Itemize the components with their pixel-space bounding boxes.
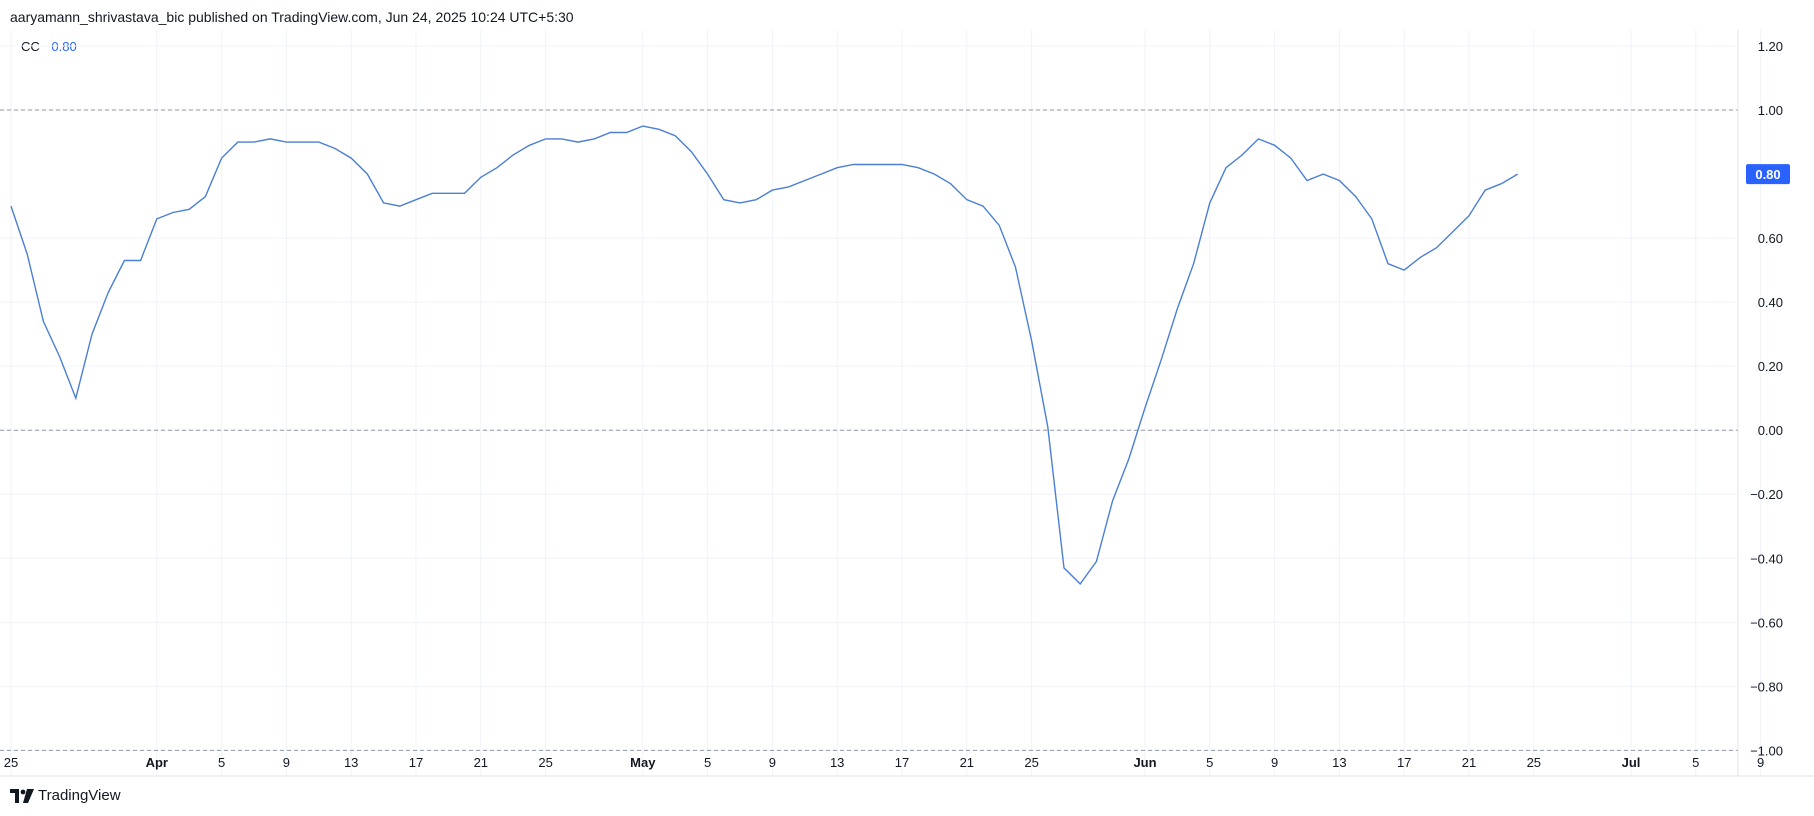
y-tick-label: 1.00 bbox=[1758, 103, 1783, 118]
series-layer bbox=[10, 125, 1518, 585]
last-value-badge-bg bbox=[1746, 164, 1790, 185]
price-axis[interactable]: 1.20 1.00 0.60 0.40 0.20 0.00 −0.20 −0.40 −0.60 −… bbox=[1750, 39, 1783, 758]
last-value-badge-label: 0.80 bbox=[1755, 167, 1780, 182]
x-tick-label: 25 bbox=[1527, 755, 1541, 770]
y-tick-label: −0.80 bbox=[1750, 679, 1783, 694]
x-tick-label: 21 bbox=[474, 755, 488, 770]
x-tick-label: 13 bbox=[1332, 755, 1346, 770]
x-tick-label: 9 bbox=[769, 755, 776, 770]
x-tick-label: 13 bbox=[344, 755, 358, 770]
x-tick-label: 17 bbox=[1397, 755, 1411, 770]
x-tick-label: 9 bbox=[1271, 755, 1278, 770]
x-tick-label: 5 bbox=[1692, 755, 1699, 770]
x-tick-label: 5 bbox=[218, 755, 225, 770]
y-tick-label: 0.40 bbox=[1758, 295, 1783, 310]
x-tick-label: 9 bbox=[283, 755, 290, 770]
y-tick-label: −0.60 bbox=[1750, 615, 1783, 630]
footer-brand-text: TradingView bbox=[38, 787, 121, 804]
y-tick-label: −0.20 bbox=[1750, 487, 1783, 502]
y-tick-label: −0.40 bbox=[1750, 551, 1783, 566]
x-tick-label: 25 bbox=[4, 755, 18, 770]
x-tick-label: 5 bbox=[1206, 755, 1213, 770]
x-tick-label: 25 bbox=[538, 755, 552, 770]
reference-lines bbox=[0, 109, 1738, 751]
y-tick-label: −1.00 bbox=[1750, 743, 1783, 758]
footer-branding[interactable]: TradingView bbox=[10, 787, 121, 804]
published-info: aaryamann_shrivastava_bic published on T… bbox=[10, 9, 574, 25]
y-tick-label: 1.20 bbox=[1758, 39, 1783, 54]
x-tick-label: 17 bbox=[409, 755, 423, 770]
y-tick-label: 0.20 bbox=[1758, 359, 1783, 374]
y-tick-label: 0.00 bbox=[1758, 423, 1783, 438]
x-tick-label: 13 bbox=[830, 755, 844, 770]
tradingview-logo-icon bbox=[10, 788, 34, 803]
x-tick-label: Jun bbox=[1133, 755, 1156, 770]
x-tick-label: 21 bbox=[1462, 755, 1476, 770]
x-tick-label: Apr bbox=[146, 755, 168, 770]
x-tick-label: Jul bbox=[1622, 755, 1641, 770]
series-line-cc[interactable] bbox=[10, 125, 1518, 585]
x-tick-label: May bbox=[630, 755, 656, 770]
grid-lines bbox=[0, 30, 1762, 776]
last-value-badge: 0.80 bbox=[1746, 164, 1790, 185]
x-tick-label: 25 bbox=[1024, 755, 1038, 770]
x-tick-label: 5 bbox=[704, 755, 711, 770]
x-tick-label: 17 bbox=[895, 755, 909, 770]
time-axis[interactable]: 25 Apr 5 9 13 17 21 25 May 5 9 13 17 21 25 Jun 5 9 13 17 21 2… bbox=[4, 755, 1764, 770]
y-tick-label: 0.60 bbox=[1758, 231, 1783, 246]
x-tick-label: 21 bbox=[960, 755, 974, 770]
x-tick-label: 9 bbox=[1757, 755, 1764, 770]
